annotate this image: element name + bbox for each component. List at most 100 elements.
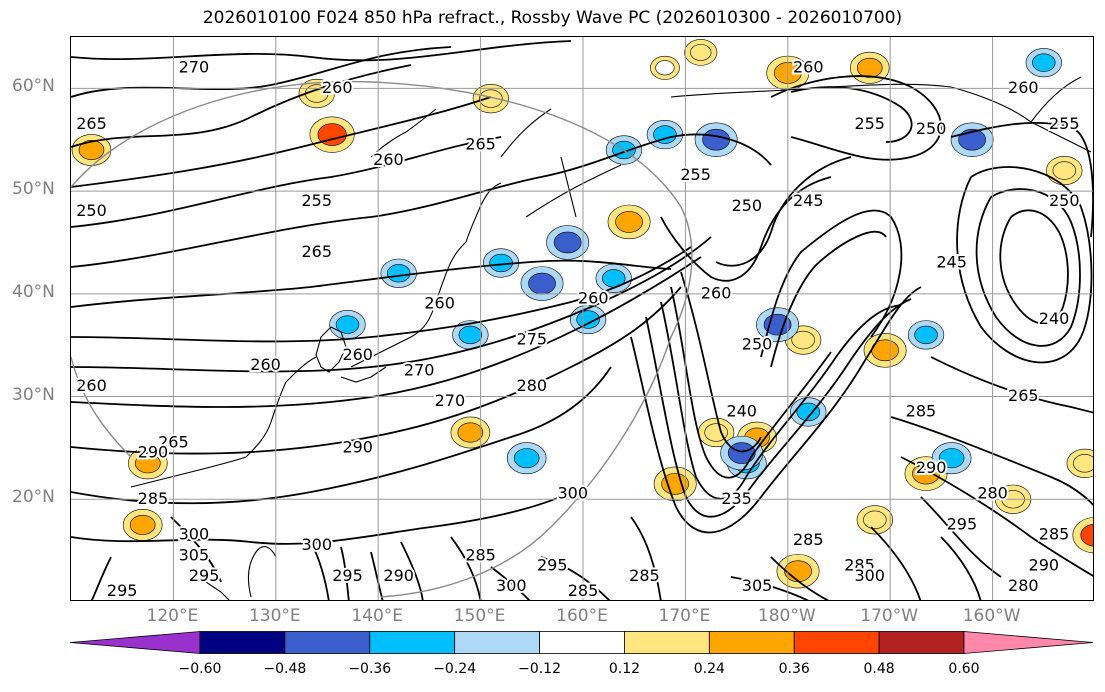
anomaly-patch-core bbox=[661, 473, 689, 495]
contour-label: 290 bbox=[1029, 556, 1060, 575]
coastlines bbox=[130, 76, 1092, 600]
anomaly-patch-core bbox=[335, 315, 360, 334]
contour-label: 290 bbox=[138, 443, 169, 462]
longitude-tick-label: 170°W bbox=[860, 606, 919, 626]
contour-label: 290 bbox=[916, 458, 947, 477]
latitude-tick-label: 40°N bbox=[12, 281, 55, 302]
longitude-tick-label: 170°E bbox=[658, 606, 711, 626]
contour-label: 300 bbox=[496, 576, 527, 595]
anomaly-patch-core bbox=[690, 44, 712, 61]
colorbar-tick-label: −0.48 bbox=[263, 661, 307, 677]
anomaly-patch-core bbox=[938, 448, 965, 469]
contour-label: 285 bbox=[906, 401, 937, 420]
anomaly-patch-core bbox=[386, 264, 411, 283]
contour-label: 250 bbox=[916, 119, 947, 138]
contour-label: 250 bbox=[732, 196, 763, 215]
colorbar-segment bbox=[624, 631, 710, 654]
longitude-tick-label: 160°W bbox=[962, 606, 1021, 626]
contour-label: 260 bbox=[342, 345, 373, 364]
anomaly-patch-core bbox=[912, 462, 940, 485]
contour-label: 305 bbox=[742, 576, 773, 595]
anomaly-patch-core bbox=[1073, 454, 1093, 473]
contour-label: 300 bbox=[301, 535, 332, 554]
anomaly-patch-core bbox=[863, 510, 887, 529]
colorbar-segment bbox=[284, 631, 371, 654]
colorbar-segment bbox=[539, 631, 625, 654]
contour-label: 285 bbox=[568, 581, 599, 600]
contour-label: 255 bbox=[301, 191, 332, 210]
anomaly-patch-core bbox=[528, 272, 556, 295]
contour-label: 260 bbox=[1008, 78, 1039, 97]
colorbar-tick-label: −0.24 bbox=[433, 661, 477, 677]
anomaly-patch-core bbox=[553, 231, 582, 254]
lat-lon-gridlines bbox=[71, 37, 1093, 600]
contour-label: 245 bbox=[793, 191, 824, 210]
anomaly-patch-core bbox=[513, 448, 540, 469]
anomaly-patch-core bbox=[1052, 161, 1077, 180]
anomaly-patch-core bbox=[704, 423, 728, 442]
contour-label: 265 bbox=[76, 114, 107, 133]
anomaly-patch-core bbox=[727, 442, 756, 464]
contour-label: 280 bbox=[977, 484, 1008, 503]
contour-label: 260 bbox=[76, 376, 107, 395]
contour-label: 285 bbox=[629, 566, 660, 585]
contour-label: 260 bbox=[250, 355, 281, 374]
anomaly-patch-core bbox=[615, 211, 643, 233]
contour-label: 270 bbox=[404, 360, 435, 379]
anomaly-patch-core bbox=[856, 57, 883, 78]
contour-labels: 270 265 260 255 260 265 250 265 260 260 275 270 260 2… bbox=[74, 55, 1081, 600]
contour-label: 260 bbox=[322, 78, 353, 97]
colorbar-segment bbox=[369, 631, 456, 654]
colorbar-tick-label: 0.48 bbox=[863, 661, 895, 677]
anomaly-patch-core bbox=[653, 125, 677, 144]
contour-label: 280 bbox=[1008, 576, 1039, 595]
anomaly-patch-core bbox=[1080, 524, 1093, 547]
anomaly-patch-core bbox=[78, 140, 105, 160]
contour-label: 250 bbox=[76, 201, 107, 220]
anomaly-patch-core bbox=[791, 330, 815, 350]
longitude-tick-label: 140°E bbox=[351, 606, 404, 626]
contour-label: 265 bbox=[465, 134, 496, 153]
anomaly-patch-core bbox=[576, 310, 600, 329]
contour-label: 260 bbox=[424, 294, 455, 313]
colorbar-segment bbox=[199, 631, 286, 654]
contour-label: 290 bbox=[342, 437, 373, 456]
anomaly-patch-core bbox=[958, 128, 986, 151]
contour-label: 305 bbox=[179, 545, 210, 564]
colorbar-tick-label: 0.12 bbox=[608, 661, 641, 677]
contour-label: 300 bbox=[179, 525, 210, 544]
contour-label: 270 bbox=[179, 57, 210, 76]
anomaly-patch-core bbox=[458, 325, 483, 345]
anomaly-patch-core bbox=[914, 325, 938, 345]
contour-label: 260 bbox=[373, 150, 404, 169]
contour-label: 295 bbox=[107, 581, 138, 600]
contour-label: 285 bbox=[138, 489, 169, 508]
contour-label: 250 bbox=[742, 335, 773, 354]
colorbar-tick-label: 0.24 bbox=[693, 661, 725, 677]
longitude-tick-label: 150°E bbox=[453, 606, 506, 626]
contour-label: 295 bbox=[189, 566, 220, 585]
great-circle-outline bbox=[71, 80, 693, 598]
contour-label: 260 bbox=[793, 57, 824, 76]
colorbar-segment bbox=[878, 631, 965, 654]
contour-label: 260 bbox=[701, 283, 732, 302]
anomaly-patch-core bbox=[1032, 53, 1056, 72]
contour-label: 290 bbox=[383, 566, 414, 585]
anomaly-patch-core bbox=[129, 514, 156, 535]
colorbar-segment bbox=[963, 631, 1094, 654]
contour-label: 295 bbox=[537, 556, 568, 575]
latitude-tick-label: 50°N bbox=[12, 179, 55, 200]
colorbar-segment bbox=[793, 631, 880, 654]
anomaly-patch-core bbox=[457, 422, 484, 443]
contour-label: 285 bbox=[465, 545, 496, 564]
latitude-tick-label: 60°N bbox=[12, 76, 55, 97]
refractivity-contours bbox=[71, 40, 1093, 600]
contour-label: 260 bbox=[578, 288, 609, 307]
anomaly-patch-core bbox=[796, 402, 821, 422]
longitude-tick-label: 120°E bbox=[146, 606, 199, 626]
map-title: 2026010100 F024 850 hPa refract., Rossby… bbox=[202, 8, 903, 28]
contour-label: 245 bbox=[936, 253, 967, 272]
contour-label: 300 bbox=[557, 484, 588, 503]
contour-label: 275 bbox=[517, 330, 548, 349]
contour-label: 240 bbox=[726, 401, 757, 420]
